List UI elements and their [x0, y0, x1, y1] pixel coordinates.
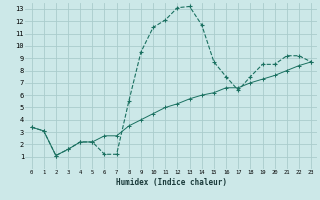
X-axis label: Humidex (Indice chaleur): Humidex (Indice chaleur)	[116, 178, 227, 187]
